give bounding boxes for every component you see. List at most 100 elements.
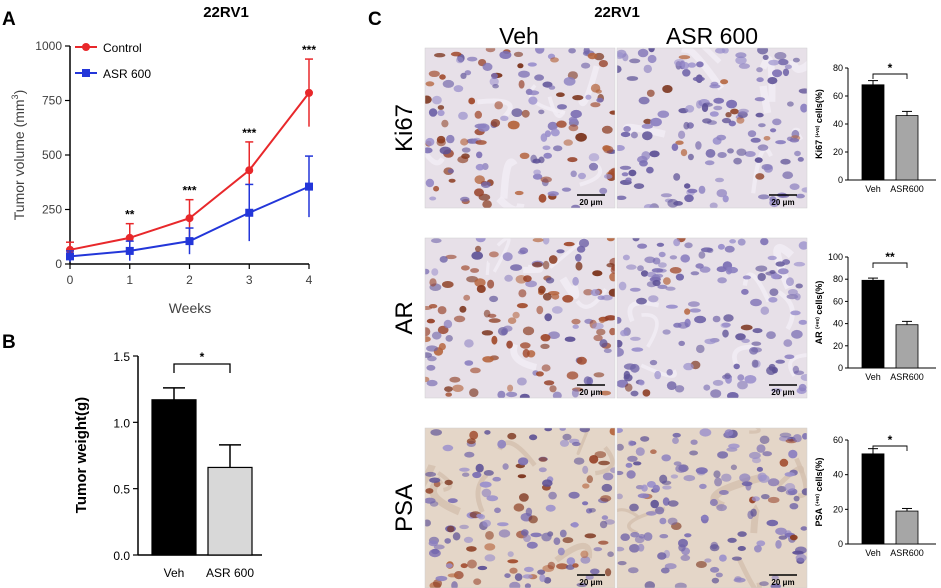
cell-nucleus [477, 123, 490, 132]
bar [861, 84, 885, 181]
cell-nucleus [556, 92, 565, 97]
cell-nucleus [547, 291, 560, 296]
stroma-streak [425, 345, 430, 354]
cell-nucleus [545, 504, 556, 512]
cell-nucleus [429, 501, 439, 507]
cell-nucleus [456, 56, 464, 64]
cell-nucleus [628, 440, 635, 447]
x-tick-label: ASR600 [890, 372, 924, 382]
data-point [125, 246, 134, 255]
cell-nucleus [516, 303, 528, 309]
cell-nucleus [625, 462, 633, 468]
ylabel-suffix: cells(%) [814, 89, 824, 126]
cell-nucleus [642, 131, 653, 141]
cell-nucleus [720, 79, 729, 85]
cell-nucleus [662, 329, 671, 335]
cell-nucleus [433, 185, 440, 192]
cell-nucleus [717, 451, 729, 459]
cell-nucleus [598, 540, 609, 545]
cell-nucleus [665, 286, 676, 291]
cell-nucleus [553, 145, 563, 152]
cell-nucleus [548, 331, 560, 339]
y-tick-label: 80 [833, 274, 843, 284]
significance-marker: ** [125, 208, 135, 222]
series-asr-600 [66, 155, 313, 262]
cell-nucleus [728, 443, 740, 449]
cell-nucleus [611, 265, 615, 271]
cell-nucleus [741, 288, 749, 295]
cell-nucleus [459, 467, 470, 472]
stroma-streak [594, 446, 615, 476]
cell-nucleus [642, 389, 651, 397]
cell-nucleus [772, 118, 782, 126]
cell-nucleus [639, 160, 648, 167]
cell-nucleus [769, 198, 780, 208]
cell-nucleus [737, 546, 746, 551]
panel-c-letter: C [368, 9, 382, 30]
cell-nucleus [463, 536, 474, 543]
cell-nucleus [727, 148, 734, 154]
cell-nucleus [716, 266, 727, 273]
cell-nucleus [787, 289, 798, 296]
cell-nucleus [629, 544, 640, 553]
cell-nucleus [449, 376, 461, 383]
cell-nucleus [532, 261, 543, 268]
cell-nucleus [647, 54, 657, 64]
cell-nucleus [532, 173, 543, 180]
tumor-weight-ylabel: Tumor weight(g) [73, 397, 90, 513]
cell-nucleus [586, 475, 593, 484]
cell-nucleus [602, 472, 614, 481]
ylabel-suffix: cells(%) [814, 457, 824, 494]
cell-nucleus [445, 563, 453, 569]
cell-nucleus [601, 125, 613, 134]
quantification-ylabel: PSA (+ve) cells(%) [814, 457, 824, 526]
cell-nucleus [484, 554, 496, 562]
cell-nucleus [763, 164, 773, 173]
cell-nucleus [425, 336, 431, 343]
x-tick-label: 1 [126, 273, 133, 287]
cell-nucleus [431, 238, 442, 244]
cell-nucleus [727, 392, 739, 398]
cell-nucleus [561, 187, 572, 192]
cell-nucleus [730, 108, 739, 115]
stroma-streak [773, 244, 795, 290]
cell-nucleus [690, 271, 700, 276]
cell-nucleus [448, 178, 456, 183]
cell-nucleus [756, 466, 763, 472]
cell-nucleus [492, 84, 499, 89]
cell-nucleus [630, 531, 640, 538]
cell-nucleus [650, 117, 662, 127]
stroma-streak [732, 344, 755, 368]
bar [895, 115, 919, 181]
cell-nucleus [716, 189, 728, 198]
data-point [185, 214, 194, 223]
cell-nucleus [553, 537, 561, 545]
cell-nucleus [504, 274, 513, 282]
cell-nucleus [497, 439, 507, 449]
cell-nucleus [641, 484, 648, 492]
cell-nucleus [735, 52, 747, 59]
cell-nucleus [800, 374, 807, 381]
cell-nucleus [489, 295, 499, 303]
y-tick-label: 60 [833, 296, 843, 306]
cell-nucleus [737, 374, 745, 381]
cell-nucleus [715, 572, 723, 578]
cell-nucleus [770, 128, 777, 133]
quantification-ylabel: Ki67 (+ve) cells(%) [814, 89, 824, 159]
cell-nucleus [717, 277, 727, 284]
cell-nucleus [674, 582, 687, 588]
cell-nucleus [706, 247, 714, 253]
stroma-streak [577, 65, 600, 107]
cell-nucleus [528, 96, 538, 105]
cell-nucleus [566, 557, 576, 565]
cell-nucleus [667, 198, 679, 208]
y-tick-label: 0 [838, 539, 843, 549]
cell-nucleus [626, 470, 636, 479]
cell-nucleus [705, 149, 716, 158]
cell-nucleus [460, 563, 468, 569]
cell-nucleus [784, 483, 796, 492]
cell-nucleus [539, 574, 546, 582]
cell-nucleus [425, 178, 435, 188]
cell-nucleus [548, 491, 557, 500]
cell-nucleus [497, 390, 506, 398]
